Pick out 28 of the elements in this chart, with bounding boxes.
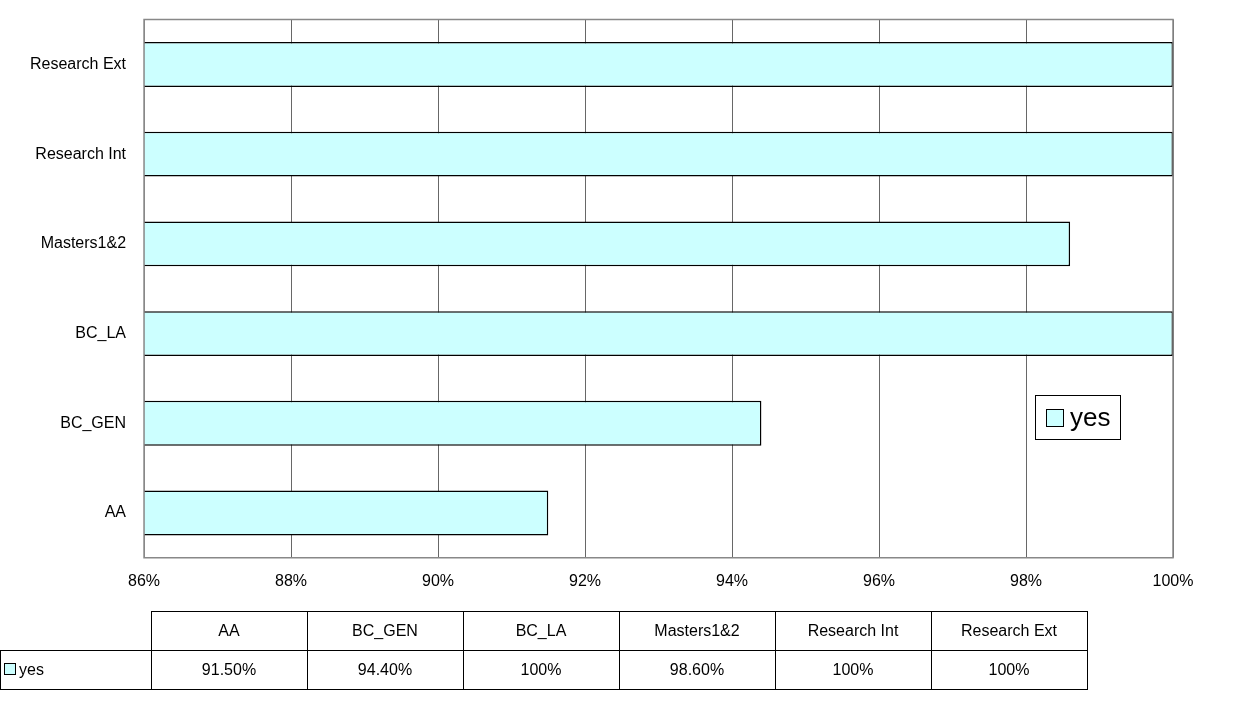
y-tick-label: Research Ext [29,54,127,72]
category-label: Research Ext [960,622,1058,639]
legend-label: yes [1070,402,1111,433]
text: 98.60% [619,650,775,690]
text: 100% [931,650,1087,690]
x-tick-label: 96% [863,571,896,589]
y-tick-label: BC_LA [75,323,127,342]
y-tick-label: BC_GEN [60,413,127,432]
text: 100% [463,650,619,690]
x-tick-label: 98% [1009,571,1043,589]
category-label: Research Int [807,622,899,639]
x-tick-label: 88% [275,571,308,589]
y-tick-label: AA [104,503,127,521]
text: 94.40% [307,650,463,690]
text: 100% [775,650,931,690]
x-tick-label: 90% [422,571,455,589]
x-tick-label: 92% [569,571,602,589]
y-tick-label: Research Int [35,144,127,162]
x-tick-label: 100% [1152,571,1194,589]
x-tick-label: 94% [716,571,749,589]
x-tick-label: 86% [128,571,161,589]
category-label: Masters1&2 [654,622,740,639]
category-label: BC_LA [515,622,567,639]
text: yes [19,661,44,678]
text: 91.50% [151,650,307,690]
y-tick-label: Masters1&2 [40,234,127,252]
category-label: BC_GEN [352,622,418,639]
category-label: AA [218,622,240,639]
